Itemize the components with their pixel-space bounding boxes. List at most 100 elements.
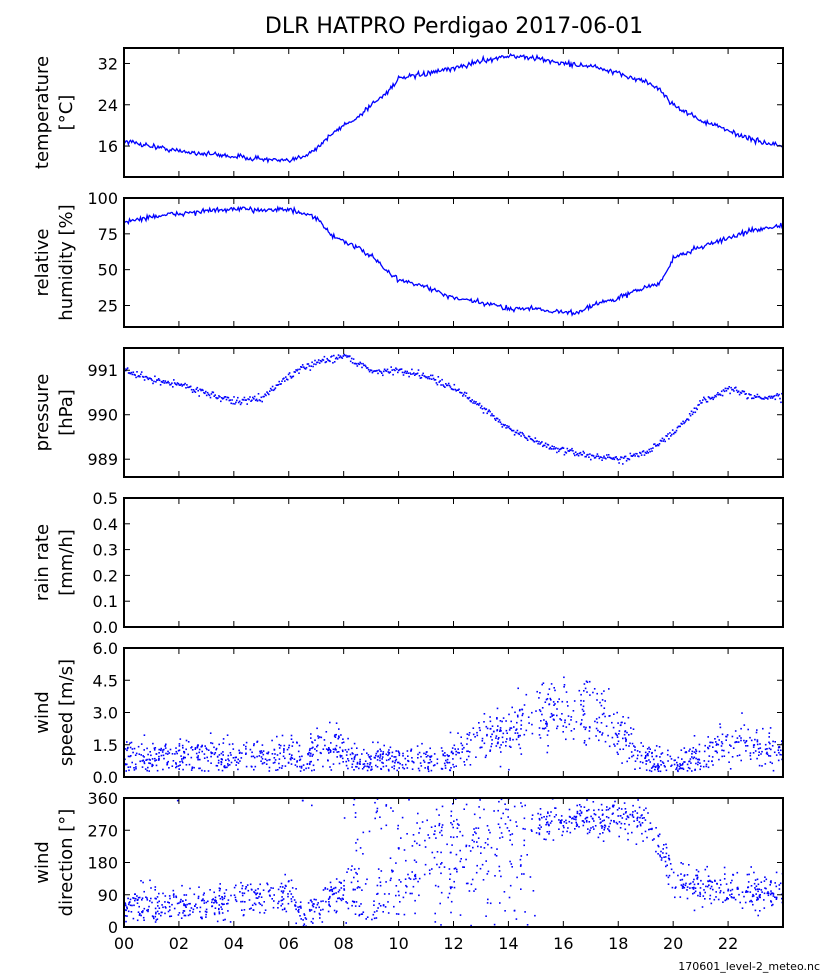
- data-point: [636, 819, 639, 821]
- data-point: [670, 435, 672, 437]
- data-point: [448, 892, 451, 895]
- data-point: [423, 873, 426, 876]
- data-point: [325, 900, 327, 903]
- data-point: [345, 354, 347, 357]
- data-point: [563, 826, 565, 829]
- data-point: [639, 767, 641, 769]
- data-point: [644, 451, 647, 454]
- data-point: [547, 812, 549, 814]
- data-point: [588, 737, 591, 740]
- data-point: [523, 434, 525, 437]
- data-point: [570, 730, 573, 732]
- data-point: [337, 891, 340, 893]
- data-point: [544, 701, 547, 703]
- data-point: [610, 457, 613, 460]
- data-point: [194, 905, 196, 907]
- data-point: [413, 372, 415, 374]
- data-point: [691, 750, 694, 753]
- y-axis-label: speed [m/s]: [56, 659, 77, 766]
- plot-frame: [123, 497, 784, 628]
- data-point: [592, 818, 594, 820]
- data-point: [523, 873, 525, 875]
- data-point: [431, 868, 433, 870]
- data-point: [147, 910, 149, 913]
- data-point: [677, 770, 679, 773]
- data-point: [218, 754, 221, 756]
- data-point: [730, 386, 732, 389]
- data-point: [601, 809, 604, 811]
- data-point: [509, 860, 511, 863]
- data-point: [214, 900, 217, 903]
- data-point: [160, 914, 162, 917]
- data-point: [286, 378, 289, 381]
- data-point: [316, 745, 318, 748]
- data-point: [738, 754, 741, 756]
- data-point: [175, 747, 177, 749]
- data-point: [524, 828, 526, 830]
- data-point: [597, 455, 600, 457]
- data-point: [677, 425, 680, 428]
- data-point: [330, 356, 332, 358]
- data-point: [531, 711, 533, 714]
- data-point: [284, 884, 287, 887]
- data-point: [210, 762, 212, 764]
- data-point: [726, 897, 728, 899]
- data-point: [357, 886, 360, 888]
- data-point: [546, 443, 549, 446]
- data-point: [237, 396, 239, 399]
- data-point: [440, 891, 443, 894]
- data-point: [146, 377, 149, 379]
- data-point: [310, 920, 313, 923]
- data-point: [500, 817, 503, 820]
- data-point: [289, 890, 291, 893]
- data-point: [609, 715, 611, 717]
- data-point: [572, 817, 574, 819]
- data-point: [554, 807, 556, 809]
- data-point: [497, 725, 499, 727]
- data-point: [345, 901, 347, 903]
- data-point: [183, 383, 185, 386]
- data-point: [708, 396, 711, 399]
- data-point: [246, 884, 249, 886]
- data-point: [564, 719, 566, 721]
- data-point: [130, 911, 133, 913]
- data-point: [267, 752, 269, 755]
- data-point: [160, 380, 163, 383]
- data-point: [558, 819, 560, 821]
- data-point: [599, 833, 601, 835]
- data-point: [188, 763, 191, 766]
- data-point: [388, 749, 390, 751]
- data-point: [238, 749, 240, 752]
- data-point: [256, 897, 259, 899]
- data-point: [414, 373, 417, 375]
- data-point: [736, 871, 739, 874]
- data-point: [508, 425, 510, 428]
- data-point: [184, 904, 187, 906]
- data-point: [496, 417, 499, 420]
- data-point: [688, 883, 691, 885]
- data-point: [543, 444, 546, 447]
- data-point: [140, 373, 142, 376]
- data-point: [644, 755, 647, 758]
- data-point: [576, 804, 578, 807]
- data-point: [347, 907, 350, 910]
- data-point: [636, 757, 639, 760]
- data-point: [640, 454, 643, 456]
- data-point: [709, 894, 712, 897]
- data-point: [483, 847, 486, 849]
- data-point: [718, 393, 720, 396]
- data-point: [318, 912, 321, 915]
- data-point: [155, 911, 157, 914]
- data-point: [489, 410, 491, 413]
- data-point: [688, 413, 691, 415]
- data-point: [130, 755, 132, 757]
- data-point: [232, 757, 235, 759]
- data-point: [754, 738, 756, 741]
- data-point: [688, 760, 691, 762]
- series-temperature: [124, 53, 783, 164]
- data-point: [256, 755, 258, 758]
- data-point: [158, 892, 160, 895]
- data-point: [766, 751, 768, 754]
- data-point: [312, 905, 315, 908]
- data-point: [125, 368, 128, 371]
